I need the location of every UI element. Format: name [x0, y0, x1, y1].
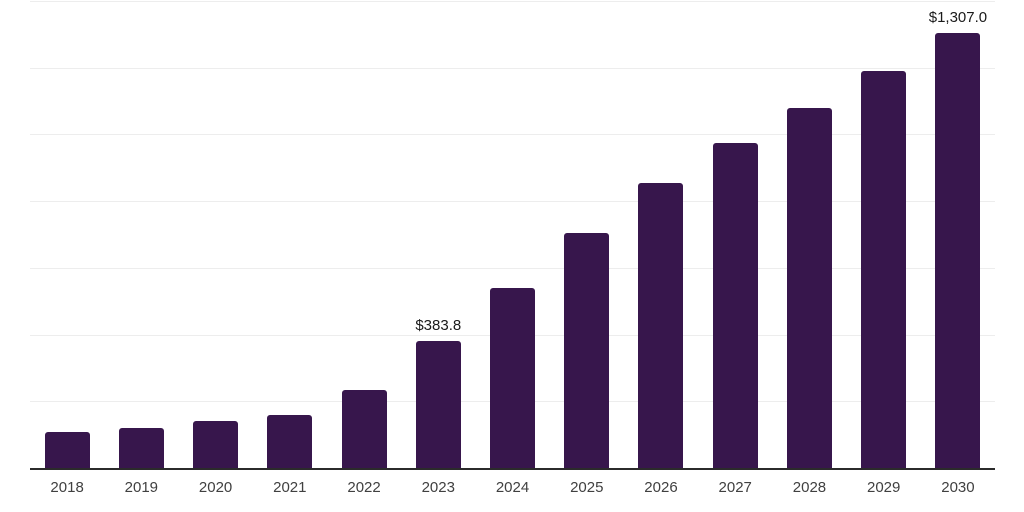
x-tick-label-2019: 2019	[124, 479, 159, 496]
bar-group-2027	[698, 2, 772, 469]
bar-2030	[935, 33, 981, 469]
x-tick-label-2029: 2029	[867, 479, 901, 496]
bar-group-2029	[847, 2, 921, 469]
bar-value-label-2030: $1,307.0	[928, 9, 988, 27]
x-tick-label-2023: 2023	[421, 479, 455, 496]
gridline	[30, 201, 995, 203]
gridline	[30, 134, 995, 136]
x-tick-label-2018: 2018	[50, 479, 84, 496]
gridline	[30, 67, 995, 69]
bar-2019	[118, 427, 164, 469]
x-axis-tick-labels: 2018 2019 2020 2021 2022 2023 2024 2025 2026 2027…	[30, 479, 995, 496]
x-tick-label-2021: 2021	[273, 479, 307, 496]
x-axis-line	[30, 468, 995, 470]
x-tick-label-2020: 2020	[198, 479, 233, 496]
bar-group-2023: $383.8	[401, 2, 475, 469]
bar-2018	[44, 431, 90, 469]
bar-2022	[341, 389, 387, 469]
x-tick-label-2027: 2027	[718, 479, 752, 496]
plot-area: $383.8 $1,307.0	[30, 1, 995, 470]
x-tick-label-2026: 2026	[644, 479, 678, 496]
x-tick-label-2030: 2030	[941, 479, 975, 496]
bar-group-2024	[475, 2, 549, 469]
bars: $383.8 $1,307.0	[30, 2, 995, 469]
bar-2028	[786, 107, 832, 469]
bar-2029	[861, 70, 907, 469]
bar-2026	[638, 182, 684, 469]
bar-2025	[564, 232, 610, 469]
gridline	[30, 267, 995, 269]
bar-2024	[490, 287, 536, 469]
bar-2027	[712, 142, 758, 469]
bar-2021	[267, 414, 313, 469]
bar-group-2028	[772, 2, 846, 469]
bar-2023	[415, 340, 461, 469]
bar-group-2026	[624, 2, 698, 469]
bar-group-2025	[550, 2, 624, 469]
bar-2020	[193, 420, 239, 469]
x-tick-label-2024: 2024	[495, 479, 530, 496]
bar-group-2019	[104, 2, 178, 469]
x-tick-label-2022: 2022	[347, 479, 381, 496]
bar-group-2030: $1,307.0	[921, 2, 995, 469]
bar-group-2020	[178, 2, 252, 469]
bar-group-2022	[327, 2, 401, 469]
gridline	[30, 1, 995, 2]
x-tick-label-2025: 2025	[570, 479, 604, 496]
bar-value-label-2023: $383.8	[415, 316, 462, 334]
x-tick-label-2028: 2028	[792, 479, 827, 496]
bar-group-2018	[30, 2, 104, 469]
bar-group-2021	[253, 2, 327, 469]
